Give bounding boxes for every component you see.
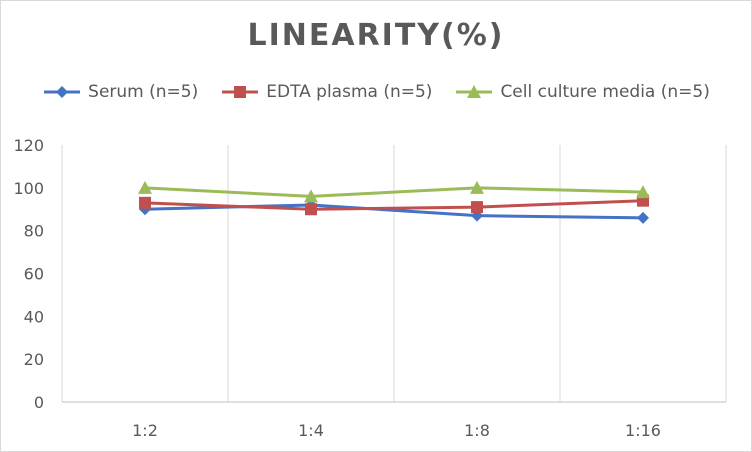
y-tick-label: 120 (13, 136, 44, 155)
legend-item-2: EDTA plasma (n=5) (220, 82, 432, 102)
legend-swatch-marker (56, 86, 69, 98)
legend-swatch-icon (456, 85, 493, 98)
x-tick-label: 1:16 (625, 421, 661, 440)
data-point-series-3 (470, 180, 484, 194)
y-tick-label: 100 (13, 179, 44, 198)
legend-item-3: Cell culture media (n=5) (454, 82, 710, 102)
chart-title: LINEARITY(%) (247, 18, 505, 53)
x-tick-label: 1:4 (298, 421, 324, 440)
legend-swatch-marker (467, 85, 482, 98)
legend-swatch-icon (222, 86, 259, 98)
chart-legend: Serum (n=5) EDTA plasma (n=5) Cell culture… (0, 80, 752, 104)
series-line-3 (144, 186, 644, 198)
data-point-series-2 (305, 203, 317, 216)
legend-label: EDTA plasma (n=5) (266, 82, 433, 102)
series-line-2 (144, 199, 644, 211)
legend-swatch-marker (234, 86, 247, 98)
data-point-series-3 (636, 185, 650, 199)
data-point-series-1 (637, 211, 649, 224)
data-point-series-3 (138, 180, 152, 194)
data-point-series-2 (471, 201, 483, 214)
y-tick-label: 60 (24, 265, 44, 284)
y-tick-label: 40 (24, 307, 44, 326)
y-tick-label: 80 (24, 222, 44, 241)
legend-item-1: Serum (n=5) (42, 82, 198, 102)
x-tick-label: 1:2 (132, 421, 158, 440)
legend-label: Serum (n=5) (88, 82, 199, 102)
x-tick-label: 1:8 (464, 421, 490, 440)
legend-label: Cell culture media (n=5) (500, 82, 710, 102)
legend-swatch-icon (44, 86, 81, 98)
y-tick-label: 20 (24, 350, 44, 369)
data-point-series-2 (139, 196, 151, 209)
data-point-series-3 (304, 189, 318, 203)
y-tick-label: 0 (34, 393, 44, 412)
